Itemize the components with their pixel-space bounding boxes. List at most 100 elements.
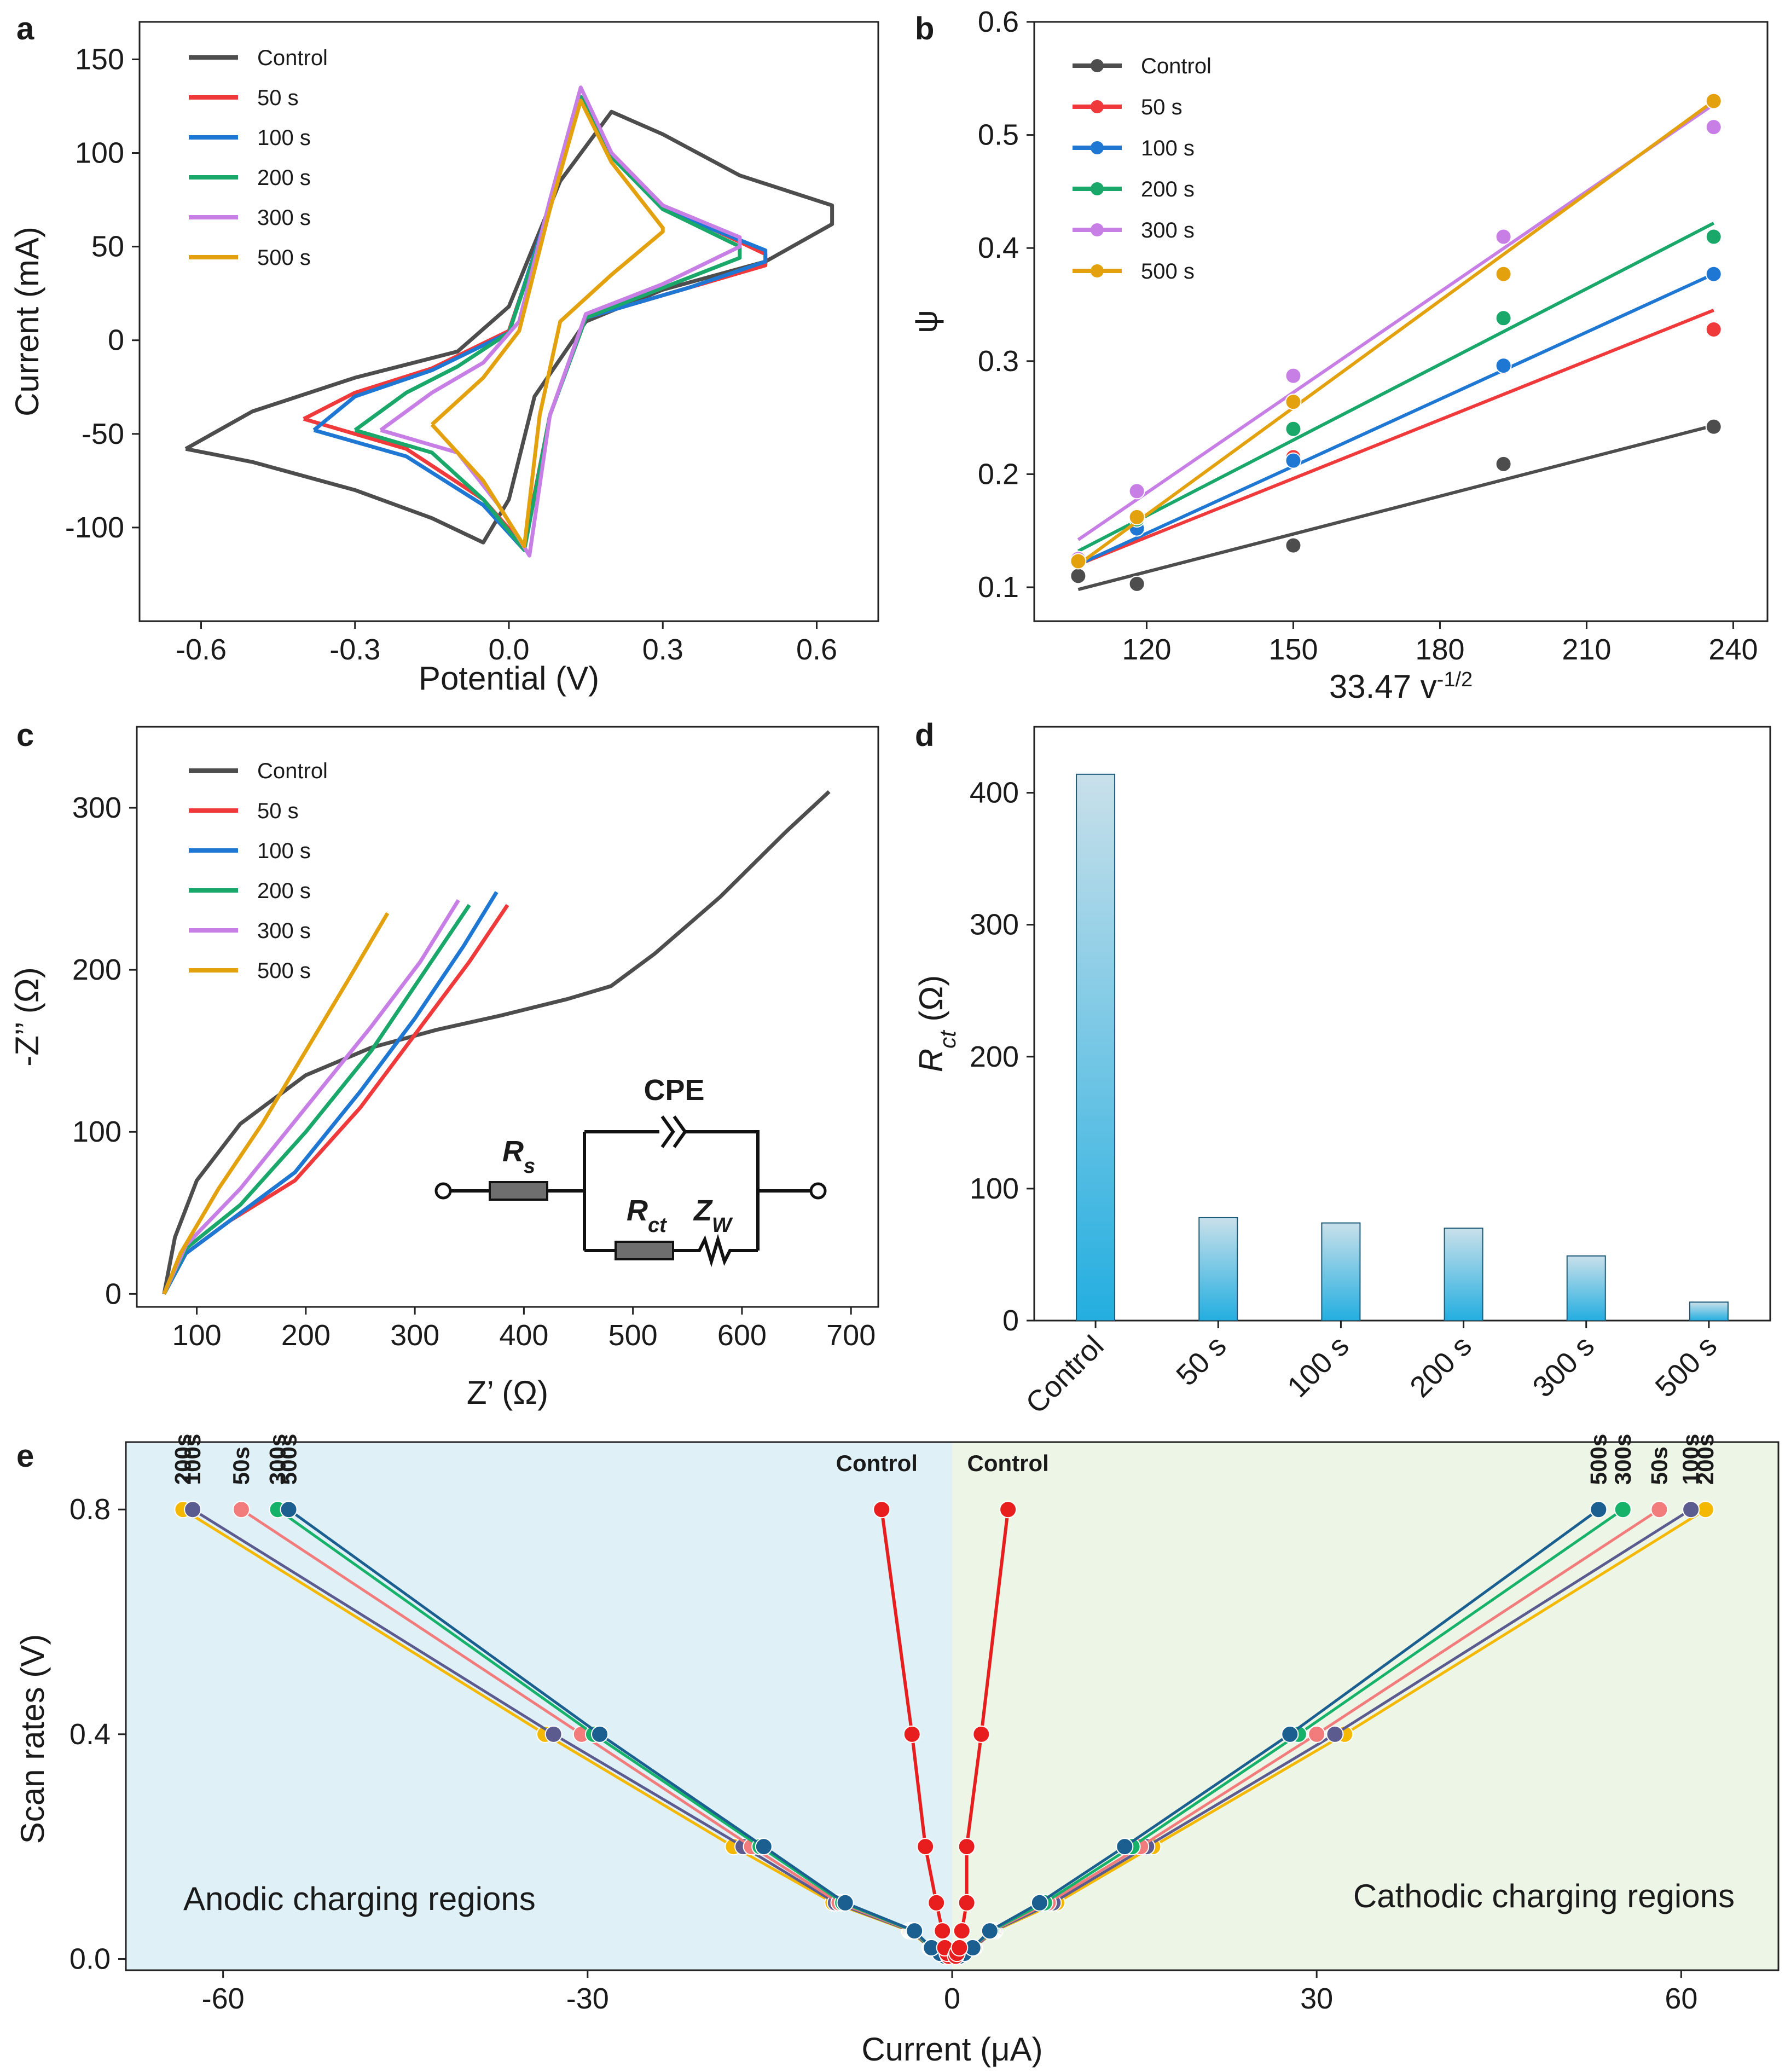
plot-frame xyxy=(136,726,879,1308)
x-tick-label: 50 s xyxy=(1170,1329,1233,1392)
panel-letter-d: d xyxy=(915,717,934,753)
data-point xyxy=(953,1922,971,1940)
series-label-anodic: 200s xyxy=(170,1434,195,1485)
y-tick-label: 0.5 xyxy=(978,119,1019,152)
x-tick-label: -0.3 xyxy=(329,633,380,666)
bar-200s xyxy=(1444,1228,1483,1321)
y-axis-label: -Z’’ (Ω) xyxy=(9,967,45,1066)
control-label-cathodic: Control xyxy=(967,1450,1048,1476)
x-tick-label: 0 xyxy=(944,1982,960,2015)
legend-label: 200 s xyxy=(257,879,311,903)
plot-frame xyxy=(1033,21,1769,622)
y-tick-label: 100 xyxy=(75,137,124,170)
series-label-cathodic: 200s xyxy=(1693,1434,1718,1485)
data-point xyxy=(232,1501,250,1519)
data-point xyxy=(1128,575,1145,592)
control-label-anodic: Control xyxy=(836,1450,918,1476)
y-tick-label: 0 xyxy=(108,324,124,357)
cathodic-region-label: Cathodic charging regions xyxy=(1353,1878,1735,1914)
legend-marker xyxy=(1091,264,1104,277)
bar-Control xyxy=(1076,773,1116,1322)
data-point xyxy=(1308,1725,1326,1743)
circuit-terminal-left xyxy=(434,1182,452,1200)
bar-100s xyxy=(1321,1222,1361,1322)
y-tick-label: 0.6 xyxy=(978,5,1019,38)
resistor-rct xyxy=(615,1241,674,1260)
legend-marker xyxy=(1091,223,1104,236)
x-tick-label: Control xyxy=(1019,1329,1110,1420)
series-label-cathodic: 300s xyxy=(1610,1434,1636,1485)
bar-50s xyxy=(1198,1217,1238,1322)
series-label-anodic: 50s xyxy=(228,1446,254,1485)
x-axis-label: Potential (V) xyxy=(419,660,599,697)
chart-panel-a: -0.6 -0.3 0.0 0.3 0.6 150 100 50 0 -50 -100 Control… xyxy=(9,21,879,697)
legend-label: 200 s xyxy=(1141,177,1195,201)
x-tick-label: 300 xyxy=(390,1319,439,1352)
data-point xyxy=(755,1838,773,1856)
data-point xyxy=(972,1725,990,1743)
x-tick-label: 500 s xyxy=(1649,1329,1724,1404)
data-point xyxy=(280,1501,298,1519)
x-tick-label: 600 xyxy=(717,1319,767,1352)
nyquist-curve-100s xyxy=(162,891,499,1295)
x-tick-label: 120 xyxy=(1122,633,1171,666)
y-tick-label: 0.3 xyxy=(978,345,1019,378)
x-axis-label: 33.47 v-1/2 xyxy=(1329,668,1473,705)
data-point xyxy=(906,1922,924,1940)
x-tick-label: 180 xyxy=(1415,633,1464,666)
y-tick-label: 0 xyxy=(1002,1304,1019,1337)
legend-label: Control xyxy=(257,759,328,783)
zw-label-subscript: W xyxy=(712,1214,733,1237)
data-point xyxy=(1495,455,1512,472)
y-tick-label: 400 xyxy=(970,777,1019,809)
y-tick-label: 0.1 xyxy=(978,571,1019,604)
series-label-cathodic: 50s xyxy=(1646,1446,1672,1485)
y-axis-label-unit: (Ω) xyxy=(913,975,949,1031)
x-axis-label: Current (μA) xyxy=(861,2031,1042,2068)
resistor-rs xyxy=(489,1181,548,1201)
fit-line-100s xyxy=(1077,272,1714,566)
data-point xyxy=(958,1894,976,1912)
zw-label: ZW xyxy=(693,1194,733,1237)
series-label-anodic: 300s xyxy=(265,1434,291,1485)
legend-label: 50 s xyxy=(257,86,299,110)
chart-panel-b: 120 150 180 210 240 0.6 0.5 0.4 0.3 0.2 0.1 Control… xyxy=(907,5,1769,705)
rs-label-subscript: s xyxy=(524,1155,535,1178)
x-tick-label: 700 xyxy=(826,1319,876,1352)
data-point xyxy=(981,1922,999,1940)
cv-curve-500s xyxy=(430,99,665,548)
x-tick-label: 210 xyxy=(1562,633,1611,666)
anodic-region-label: Anodic charging regions xyxy=(183,1880,536,1917)
data-point xyxy=(1281,1725,1299,1743)
x-tick-label: -30 xyxy=(566,1982,609,2015)
data-point xyxy=(917,1838,935,1856)
data-point xyxy=(1495,357,1512,374)
cpe-label: CPE xyxy=(644,1074,704,1107)
fit-line-Control xyxy=(1077,424,1714,592)
data-point xyxy=(1285,452,1302,469)
data-point xyxy=(958,1838,976,1856)
y-tick-label: 0.0 xyxy=(69,1942,111,1975)
legend-label: 500 s xyxy=(257,959,311,983)
x-tick-label: 0.6 xyxy=(796,633,837,666)
data-point xyxy=(1128,508,1145,525)
data-point xyxy=(591,1725,609,1743)
bar-500s xyxy=(1689,1301,1729,1321)
cv-curve-200s xyxy=(353,95,742,552)
y-tick-label: 100 xyxy=(970,1172,1019,1205)
data-point xyxy=(1614,1501,1632,1519)
series-label-anodic: 100s xyxy=(179,1434,205,1485)
data-point xyxy=(1285,420,1302,437)
data-point xyxy=(928,1894,946,1912)
y-tick-label: 150 xyxy=(75,43,124,76)
x-tick-label: 400 xyxy=(499,1319,548,1352)
nyquist-curve-50s xyxy=(162,904,509,1295)
warburg-element xyxy=(673,1234,758,1267)
legend-label: Control xyxy=(1141,54,1212,78)
data-point xyxy=(999,1501,1017,1519)
data-point xyxy=(1705,119,1722,136)
series-label-cathodic: 500s xyxy=(1585,1434,1611,1485)
legend-label: 50 s xyxy=(257,799,299,823)
